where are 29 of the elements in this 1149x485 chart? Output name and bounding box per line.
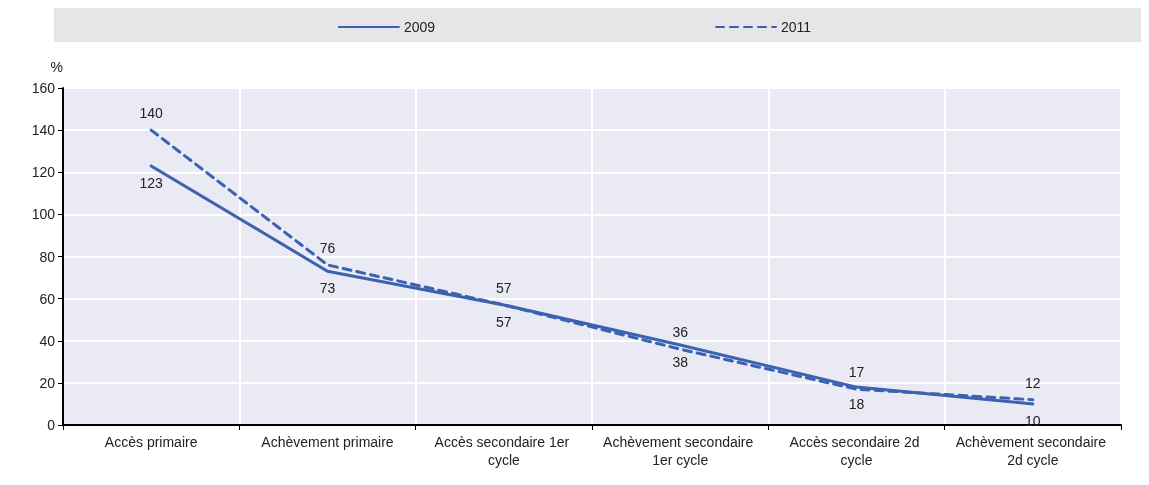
data-label: 123: [139, 174, 164, 191]
x-tick-label: Achèvement secondaire 2d cycle: [955, 434, 1110, 468]
legend-label: 2009: [403, 19, 436, 35]
data-label: 12: [1025, 374, 1041, 391]
x-tick-label: Accès primaire: [104, 434, 198, 450]
y-tick-label: 120: [31, 164, 56, 181]
data-label: 57: [496, 279, 512, 296]
data-label: 38: [672, 353, 689, 370]
data-label: 36: [672, 324, 689, 341]
data-label: 17: [848, 364, 865, 381]
y-tick-label: 140: [31, 122, 56, 139]
data-label: 140: [139, 105, 164, 122]
y-tick-label: 60: [39, 290, 56, 307]
data-label: 18: [848, 396, 865, 413]
data-label: 57: [496, 313, 512, 330]
y-tick-label: 40: [39, 332, 56, 349]
y-tick-label: 20: [39, 374, 56, 391]
x-tick-label: Achèvement secondaire 1er cycle: [603, 434, 758, 468]
x-tick-label: Achèvement primaire: [261, 434, 394, 450]
y-tick-label: 100: [31, 206, 56, 223]
y-tick-label: 0: [47, 417, 56, 433]
x-tick-label: Accès secondaire 1er cycle: [434, 434, 574, 468]
y-tick-label: 160: [31, 80, 56, 96]
legend-label: 2011: [781, 19, 812, 35]
data-label: 76: [319, 239, 336, 256]
data-label: 73: [319, 280, 336, 297]
y-axis-title: %: [50, 59, 63, 75]
y-tick-label: 80: [39, 248, 56, 265]
x-tick-label: Accès secondaire 2d cycle: [789, 434, 924, 468]
